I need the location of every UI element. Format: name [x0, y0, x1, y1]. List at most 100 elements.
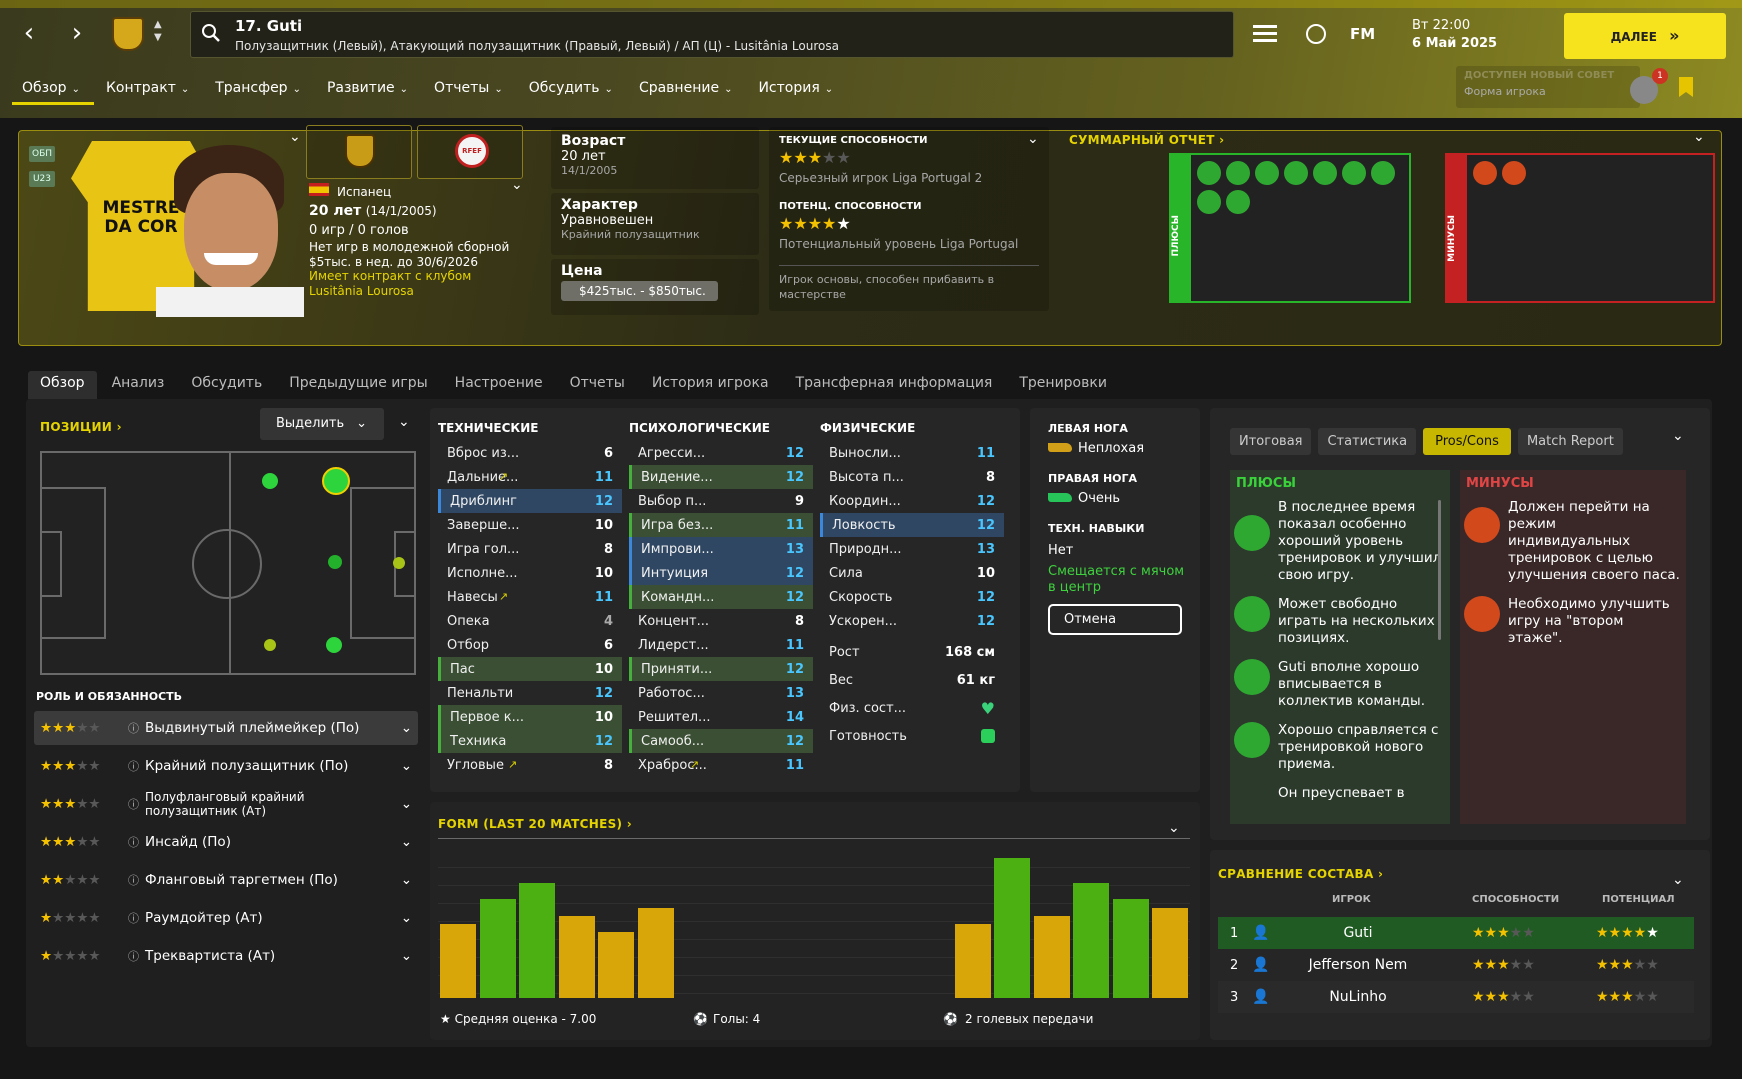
attribute-row[interactable]: Навесы ↗ 11 — [438, 585, 622, 609]
photo-dropdown-icon[interactable]: ⌄ — [289, 129, 301, 145]
info-icon[interactable]: ⓘ — [128, 798, 139, 811]
attribute-row[interactable]: Интуиция 12 — [629, 561, 813, 585]
next-button[interactable]: ДАЛЕЕ » — [1564, 13, 1726, 59]
menu-item-history[interactable]: История ⌄ — [758, 80, 859, 106]
passing-icon[interactable] — [1473, 161, 1497, 185]
trend-icon[interactable] — [1284, 161, 1308, 185]
proscons-dropdown-icon[interactable]: ⌄ — [1672, 428, 1684, 444]
form-bar[interactable] — [1073, 883, 1109, 998]
tab-training[interactable]: Тренировки — [1019, 375, 1107, 391]
comparison-title[interactable]: СРАВНЕНИЕ СОСТАВА › — [1218, 863, 1383, 882]
form-bar[interactable] — [994, 858, 1030, 998]
attribute-row[interactable]: Вброс из... 6 — [438, 441, 622, 465]
position-select[interactable]: Выделить ⌄ — [260, 408, 384, 440]
attribute-row[interactable]: Агресси... 12 — [629, 441, 813, 465]
positions-dropdown-icon[interactable]: ⌄ — [398, 414, 410, 430]
attribute-row[interactable]: Первое к... 10 — [438, 705, 622, 729]
attribute-row[interactable]: Высота п... 8 — [820, 465, 1004, 489]
attribute-row[interactable]: Скорость 12 — [820, 585, 1004, 609]
forward-arrow-icon[interactable]: › — [71, 18, 83, 48]
form-bar[interactable] — [559, 916, 595, 998]
chevron-down-icon[interactable]: ⌄ — [400, 796, 412, 812]
position-dot-selected[interactable] — [322, 467, 350, 495]
form-bar[interactable] — [638, 908, 674, 998]
attribute-row[interactable]: Опека 4 — [438, 609, 622, 633]
form-dropdown-icon[interactable]: ⌄ — [1168, 820, 1180, 836]
info-icon[interactable]: ⓘ — [128, 760, 139, 773]
form-bar[interactable] — [1113, 899, 1149, 998]
positions-title[interactable]: ПОЗИЦИИ › — [40, 416, 122, 435]
table-row[interactable]: 2 👤 Jefferson Nem ★★★★★ ★★★★★ — [1218, 949, 1694, 981]
price-pill[interactable]: $425тыс. - $850тыс. — [561, 281, 718, 301]
tab-transfer-info[interactable]: Трансферная информация — [795, 375, 993, 391]
attribute-row[interactable]: Приняти... 12 — [629, 657, 813, 681]
form-bar[interactable] — [955, 924, 991, 998]
pros-scrollbar[interactable] — [1438, 500, 1441, 640]
federation-box[interactable]: RFEF — [417, 125, 523, 179]
updown-icon[interactable]: ▲ ▼ — [154, 19, 162, 43]
attribute-row[interactable]: Импрови... 13 — [629, 537, 813, 561]
tab-pros-cons[interactable]: Pros/Cons — [1423, 428, 1511, 455]
position-dot[interactable] — [264, 639, 276, 651]
tab-reports[interactable]: Отчеты — [569, 375, 625, 391]
tab-overview[interactable]: Обзор — [28, 371, 97, 399]
form-bar[interactable] — [519, 883, 555, 998]
attribute-row[interactable]: Пенальти 12 — [438, 681, 622, 705]
positions-icon[interactable] — [1197, 161, 1221, 185]
pitch[interactable] — [40, 451, 416, 675]
attribute-row[interactable]: Командн... 12 — [629, 585, 813, 609]
chevron-down-icon[interactable]: ⌄ — [400, 910, 412, 926]
menu-item-overview[interactable]: Обзор ⌄ — [22, 80, 106, 106]
attribute-row[interactable]: Выносли... 11 — [820, 441, 1004, 465]
attribute-row[interactable]: Решител... 14 — [629, 705, 813, 729]
form-bar[interactable] — [598, 932, 634, 998]
menu-icon[interactable] — [1253, 25, 1277, 42]
menu-item-compare[interactable]: Сравнение ⌄ — [639, 80, 759, 106]
attribute-row[interactable]: Дриблинг 12 — [438, 489, 622, 513]
position-dot[interactable] — [393, 557, 405, 569]
attribute-row[interactable]: Ловкость 12 — [820, 513, 1004, 537]
club-crest-icon[interactable] — [112, 17, 144, 51]
date-box[interactable]: Вт 22:00 6 Май 2025 — [1412, 18, 1552, 51]
ability-dropdown-icon[interactable]: ⌄ — [1027, 131, 1039, 147]
cancel-button[interactable]: Отмена — [1048, 604, 1182, 635]
tab-match-report[interactable]: Match Report — [1517, 428, 1623, 455]
star-icon[interactable] — [1255, 161, 1279, 185]
form-bar[interactable] — [440, 924, 476, 998]
position-dot[interactable] — [328, 555, 342, 569]
summary-title[interactable]: СУММАРНЫЙ ОТЧЕТ › — [1069, 129, 1224, 148]
tab-previous-games[interactable]: Предыдущие игры — [289, 375, 428, 391]
chevron-down-icon[interactable]: ⌄ — [400, 758, 412, 774]
info-icon[interactable]: ⓘ — [128, 836, 139, 849]
table-row[interactable]: 3 👤 NuLinho ★★★★★ ★★★★★ — [1218, 981, 1694, 1013]
chevron-down-icon[interactable]: ⌄ — [400, 834, 412, 850]
tab-mood[interactable]: Настроение — [454, 375, 543, 391]
role-row[interactable]: ★★★★★ ⓘ Полуфланговый крайний полузащитник… — [34, 787, 418, 821]
menu-item-discuss[interactable]: Обсудить ⌄ — [529, 80, 639, 106]
role-row[interactable]: ★★★★★ ⓘ Треквартиста (Ат) ⌄ — [34, 939, 418, 973]
role-row[interactable]: ★★★★★ ⓘ Инсайд (По) ⌄ — [34, 825, 418, 859]
form-bar[interactable] — [480, 899, 516, 998]
back-arrow-icon[interactable]: ‹ — [23, 18, 35, 48]
menu-item-development[interactable]: Развитие ⌄ — [327, 80, 434, 106]
search-icon[interactable] — [201, 23, 220, 42]
attribute-row[interactable]: Работос... 13 — [629, 681, 813, 705]
attribute-row[interactable]: Концент... 8 — [629, 609, 813, 633]
fm-logo[interactable]: FM — [1350, 25, 1376, 43]
globe-icon[interactable] — [1306, 24, 1326, 44]
attribute-row[interactable]: Дальние... ↗ 11 — [438, 465, 622, 489]
attribute-row[interactable]: Ускорен... 12 — [820, 609, 1004, 633]
attribute-row[interactable]: Выбор п... 9 — [629, 489, 813, 513]
cone-icon[interactable] — [1502, 161, 1526, 185]
pen-icon[interactable] — [1342, 161, 1366, 185]
attribute-row[interactable]: Исполне... 10 — [438, 561, 622, 585]
attribute-row[interactable]: Видение... 12 — [629, 465, 813, 489]
form-title[interactable]: FORM (LAST 20 MATCHES) › — [438, 813, 632, 832]
attribute-row[interactable]: Природн... 13 — [820, 537, 1004, 561]
info-icon[interactable]: ⓘ — [128, 950, 139, 963]
attribute-row[interactable]: Лидерст... 11 — [629, 633, 813, 657]
chevron-down-icon[interactable]: ⌄ — [400, 720, 412, 736]
form-bar[interactable] — [1034, 916, 1070, 998]
training-icon[interactable] — [1226, 161, 1250, 185]
comparison-dropdown-icon[interactable]: ⌄ — [1672, 872, 1684, 888]
